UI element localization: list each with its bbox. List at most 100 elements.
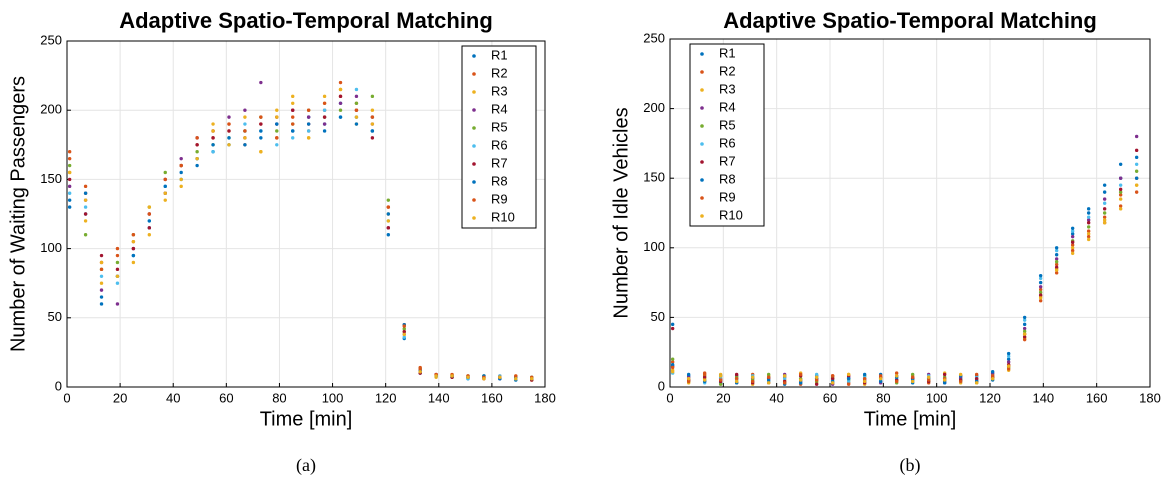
- point: [1102, 190, 1107, 194]
- point: [99, 267, 104, 272]
- point: [1118, 176, 1123, 180]
- point: [990, 374, 995, 378]
- point: [291, 94, 295, 99]
- caption: (a): [296, 455, 316, 476]
- x-tick-label: 0: [666, 390, 673, 405]
- point: [670, 369, 675, 374]
- point: [195, 156, 199, 161]
- point: [354, 108, 359, 112]
- point: [306, 136, 311, 140]
- point: [306, 108, 311, 112]
- point: [782, 374, 787, 378]
- point: [115, 267, 120, 272]
- point: [958, 372, 963, 377]
- point: [1054, 248, 1059, 253]
- point: [402, 332, 406, 337]
- point: [370, 108, 375, 112]
- point: [466, 375, 470, 380]
- point: [115, 246, 120, 251]
- legend-marker: [700, 196, 704, 200]
- legend-label: R3: [491, 83, 508, 98]
- point: [338, 108, 343, 112]
- point: [1070, 246, 1075, 250]
- point: [402, 324, 406, 328]
- point: [370, 129, 375, 133]
- legend-label: R3: [719, 81, 736, 96]
- point: [338, 80, 343, 85]
- point: [1038, 285, 1043, 289]
- point: [227, 136, 231, 140]
- point: [1086, 211, 1091, 215]
- point: [195, 136, 199, 140]
- point: [926, 375, 931, 379]
- y-tick-label: 150: [40, 171, 62, 186]
- point: [418, 370, 422, 374]
- point: [259, 129, 263, 133]
- point: [195, 163, 199, 168]
- x-axis-label: Time [min]: [260, 408, 353, 430]
- point: [243, 115, 247, 119]
- point: [1038, 280, 1043, 285]
- point: [99, 274, 104, 278]
- point: [1118, 162, 1123, 166]
- y-tick-label: 100: [643, 239, 665, 254]
- point: [782, 381, 787, 385]
- point: [750, 375, 755, 379]
- y-tick-label: 200: [40, 102, 62, 117]
- x-tick-label: 140: [428, 390, 450, 405]
- point: [211, 129, 215, 133]
- x-tick-label: 20: [716, 390, 730, 405]
- point: [67, 205, 72, 209]
- point: [1022, 326, 1027, 331]
- point: [354, 115, 359, 119]
- x-tick-label: 60: [823, 390, 837, 405]
- point: [1038, 287, 1043, 292]
- point: [942, 372, 947, 377]
- point: [1006, 354, 1011, 359]
- point: [814, 375, 819, 379]
- point: [718, 378, 723, 382]
- point: [354, 122, 359, 126]
- point: [1070, 243, 1075, 247]
- point: [418, 367, 422, 371]
- point: [1038, 296, 1043, 300]
- legend-label: R1: [719, 45, 736, 60]
- point: [1054, 271, 1059, 275]
- point: [1070, 240, 1075, 244]
- point: [750, 379, 755, 384]
- point: [354, 101, 359, 105]
- point: [67, 156, 72, 161]
- point: [227, 129, 231, 133]
- point: [1118, 187, 1123, 192]
- point: [322, 122, 327, 126]
- legend-marker: [700, 106, 704, 110]
- point: [99, 281, 104, 285]
- point: [291, 122, 295, 126]
- point: [179, 184, 183, 189]
- point: [1054, 253, 1059, 257]
- point: [1054, 260, 1059, 264]
- point: [386, 226, 391, 230]
- point: [163, 184, 167, 189]
- point: [734, 372, 739, 377]
- x-tick-label: 120: [375, 390, 397, 405]
- y-tick-label: 50: [48, 309, 62, 324]
- point: [766, 372, 771, 377]
- point: [291, 136, 295, 140]
- point: [243, 108, 247, 112]
- point: [338, 101, 343, 105]
- point: [1118, 183, 1123, 187]
- point: [147, 212, 152, 216]
- point: [195, 150, 199, 154]
- x-tick-label: 180: [1139, 390, 1161, 405]
- legend-label: R4: [719, 99, 736, 114]
- y-tick-label: 250: [40, 32, 62, 47]
- point: [179, 170, 183, 175]
- point: [83, 233, 88, 237]
- x-axis-label: Time [min]: [864, 408, 957, 430]
- point: [1134, 148, 1139, 153]
- legend-marker: [700, 52, 704, 56]
- point: [163, 177, 167, 182]
- point: [386, 219, 391, 223]
- point: [1022, 329, 1027, 334]
